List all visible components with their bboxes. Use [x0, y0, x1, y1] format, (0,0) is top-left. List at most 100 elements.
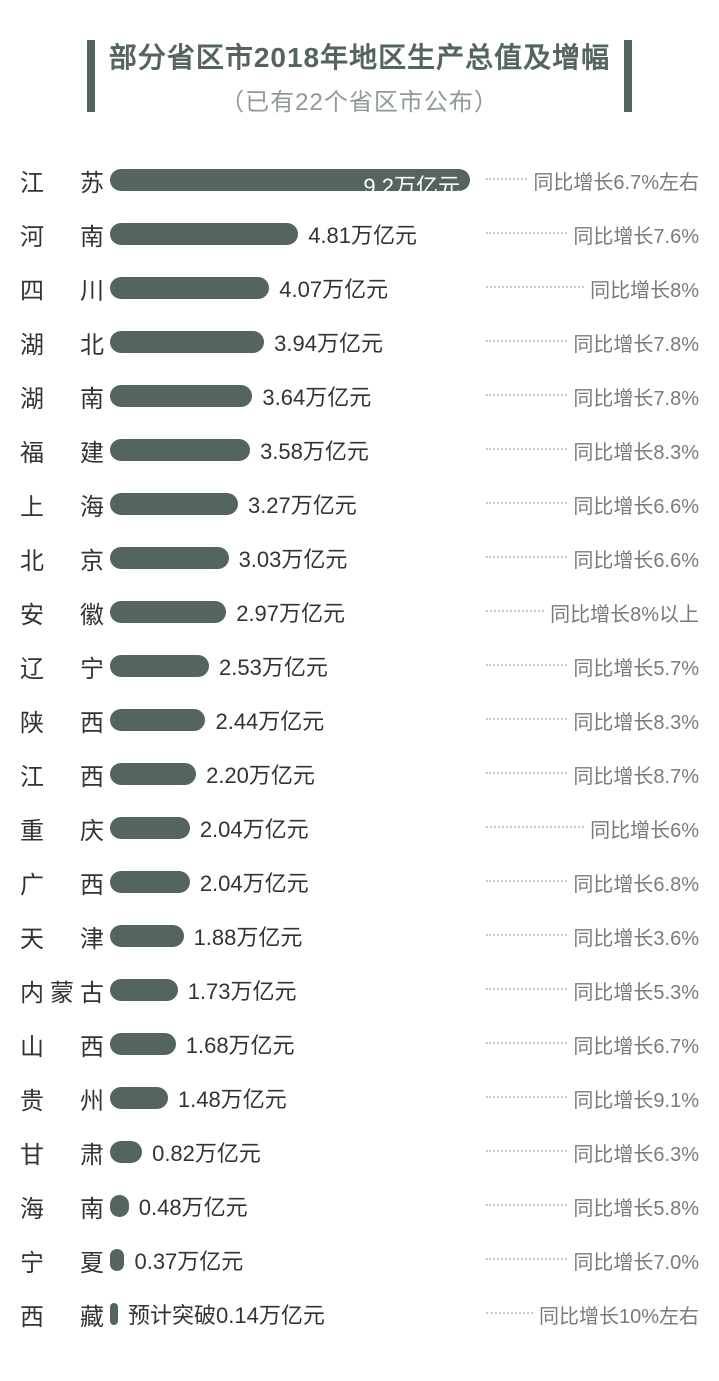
bar-rows: 江苏9.2万亿元同比增长6.7%左右河南4.81万亿元同比增长7.6%四川4.0…: [20, 153, 699, 1341]
bar-area: 预计突破0.14万亿元: [110, 1302, 480, 1326]
province-label: 甘肃: [20, 1135, 110, 1170]
table-row: 宁夏0.37万亿元同比增长7.0%: [20, 1233, 699, 1287]
dotted-leader: [486, 556, 567, 558]
value-label: 4.81万亿元: [308, 218, 417, 250]
table-row: 北京3.03万亿元 同比增长6.6%: [20, 531, 699, 585]
table-row: 湖北3.94万亿元同比增长7.8%: [20, 315, 699, 369]
dotted-leader: [486, 502, 567, 504]
value-label: 预计突破0.14万亿元: [128, 1298, 325, 1330]
bar: [110, 439, 250, 461]
growth-label: 同比增长7.0%: [573, 1246, 699, 1275]
table-row: 四川4.07万亿元同比增长8%: [20, 261, 699, 315]
bar-area: 4.81万亿元: [110, 222, 480, 246]
bar: [110, 385, 252, 407]
table-row: 安徽2.97万亿元同比增长8%以上: [20, 585, 699, 639]
province-label: 江西: [20, 757, 110, 792]
bar: [110, 223, 298, 245]
growth-label: 同比增长7.6%: [573, 220, 699, 249]
bar-area: 9.2万亿元: [110, 168, 480, 192]
bar-area: 2.04万亿元: [110, 870, 480, 894]
bar-area: 2.97万亿元: [110, 600, 480, 624]
value-label: 1.48万亿元: [178, 1082, 287, 1114]
bar-area: 3.03万亿元: [110, 546, 480, 570]
title-main: 部分省区市2018年地区生产总值及增幅: [109, 40, 610, 76]
table-row: 广西2.04万亿元同比增长6.8%: [20, 855, 699, 909]
bar: [110, 979, 178, 1001]
bar: [110, 1087, 168, 1109]
dotted-leader: [486, 1258, 567, 1260]
bar-area: 3.58万亿元: [110, 438, 480, 462]
growth-label: 同比增长6.8%: [573, 868, 699, 897]
table-row: 江西2.20万亿元同比增长8.7%: [20, 747, 699, 801]
growth-label: 同比增长8%以上: [550, 598, 699, 627]
bar: [110, 1195, 129, 1217]
value-label: 3.58万亿元: [260, 434, 369, 466]
province-label: 湖南: [20, 379, 110, 414]
value-label: 2.04万亿元: [200, 866, 309, 898]
growth-label: 同比增长10%左右: [539, 1300, 699, 1329]
bar: [110, 1141, 142, 1163]
table-row: 甘肃 0.82万亿元 同比增长6.3%: [20, 1125, 699, 1179]
bar: [110, 763, 196, 785]
growth-label: 同比增长6.6%: [573, 544, 699, 573]
bar-area: 1.73万亿元: [110, 978, 480, 1002]
province-label: 湖北: [20, 325, 110, 360]
title-text: 部分省区市2018年地区生产总值及增幅 （已有22个省区市公布）: [109, 40, 610, 117]
dotted-leader: [486, 1312, 533, 1314]
dotted-leader: [486, 880, 567, 882]
title-sub: （已有22个省区市公布）: [109, 82, 610, 117]
dotted-leader: [486, 988, 567, 990]
growth-label: 同比增长7.8%: [573, 382, 699, 411]
table-row: 江苏9.2万亿元同比增长6.7%左右: [20, 153, 699, 207]
bar-area: 1.88万亿元: [110, 924, 480, 948]
table-row: 山西1.68万亿元同比增长6.7%: [20, 1017, 699, 1071]
dotted-leader: [486, 664, 567, 666]
value-label: 4.07万亿元: [279, 272, 388, 304]
bar-area: 3.27万亿元: [110, 492, 480, 516]
growth-label: 同比增长8.3%: [573, 436, 699, 465]
value-label: 0.48万亿元: [139, 1190, 248, 1222]
chart-container: 部分省区市2018年地区生产总值及增幅 （已有22个省区市公布） 江苏9.2万亿…: [0, 0, 719, 1381]
bar: [110, 655, 209, 677]
province-label: 福建: [20, 433, 110, 468]
dotted-leader: [486, 934, 567, 936]
province-label: 北京: [20, 541, 110, 576]
growth-label: 同比增长8.7%: [573, 760, 699, 789]
province-label: 内蒙古: [20, 973, 110, 1008]
dotted-leader: [486, 1150, 567, 1152]
bar: [110, 493, 238, 515]
table-row: 内蒙古1.73万亿元同比增长5.3%: [20, 963, 699, 1017]
dotted-leader: [486, 772, 567, 774]
table-row: 福建3.58万亿元同比增长8.3%: [20, 423, 699, 477]
province-label: 山西: [20, 1027, 110, 1062]
value-label: 2.53万亿元: [219, 650, 328, 682]
table-row: 陕西2.44万亿元同比增长8.3%: [20, 693, 699, 747]
table-row: 西藏预计突破0.14万亿元同比增长10%左右: [20, 1287, 699, 1341]
province-label: 辽宁: [20, 649, 110, 684]
province-label: 广西: [20, 865, 110, 900]
bar: [110, 1033, 176, 1055]
bar-area: 4.07万亿元: [110, 276, 480, 300]
growth-label: 同比增长5.7%: [573, 652, 699, 681]
growth-label: 同比增长7.8%: [573, 328, 699, 357]
table-row: 上海3.27万亿元 同比增长6.6%: [20, 477, 699, 531]
province-label: 江苏: [20, 163, 110, 198]
province-label: 海南: [20, 1189, 110, 1224]
title-block: 部分省区市2018年地区生产总值及增幅 （已有22个省区市公布）: [20, 40, 699, 117]
province-label: 河南: [20, 217, 110, 252]
bar: [110, 1303, 118, 1325]
growth-label: 同比增长6.3%: [573, 1138, 699, 1167]
bar-area: 0.37万亿元: [110, 1248, 480, 1272]
title-left-bar: [87, 40, 95, 112]
bar-area: 3.64万亿元: [110, 384, 480, 408]
growth-label: 同比增长6.6%: [573, 490, 699, 519]
province-label: 贵州: [20, 1081, 110, 1116]
province-label: 四川: [20, 271, 110, 306]
value-label: 0.82万亿元: [152, 1136, 261, 1168]
province-label: 陕西: [20, 703, 110, 738]
dotted-leader: [486, 340, 567, 342]
dotted-leader: [486, 178, 527, 180]
value-label: 3.64万亿元: [262, 380, 371, 412]
title-right-bar: [624, 40, 632, 112]
province-label: 上海: [20, 487, 110, 522]
